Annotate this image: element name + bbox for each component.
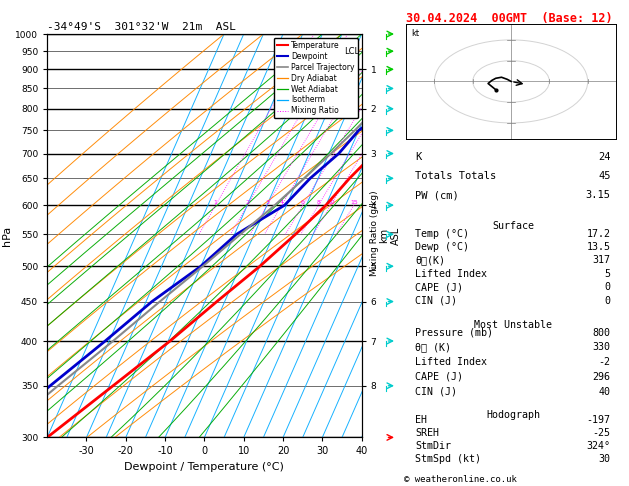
Text: 13.5: 13.5 [587, 242, 611, 252]
Text: SREH: SREH [415, 428, 439, 438]
Text: Temp (°C): Temp (°C) [415, 228, 469, 239]
Legend: Temperature, Dewpoint, Parcel Trajectory, Dry Adiabat, Wet Adiabat, Isotherm, Mi: Temperature, Dewpoint, Parcel Trajectory… [274, 38, 358, 119]
Text: Lifted Index: Lifted Index [415, 269, 487, 279]
Text: θᴄ (K): θᴄ (K) [415, 342, 451, 352]
Text: 2: 2 [245, 200, 250, 205]
Text: -2: -2 [599, 357, 611, 367]
Text: 10: 10 [327, 200, 335, 205]
Text: 0: 0 [604, 282, 611, 292]
Text: Lifted Index: Lifted Index [415, 357, 487, 367]
Text: kt: kt [411, 30, 420, 38]
Text: StmSpd (kt): StmSpd (kt) [415, 454, 481, 464]
Text: CIN (J): CIN (J) [415, 295, 457, 306]
Text: 8: 8 [316, 200, 320, 205]
Text: 30.04.2024  00GMT  (Base: 12): 30.04.2024 00GMT (Base: 12) [406, 12, 612, 25]
Text: Totals Totals: Totals Totals [415, 171, 496, 181]
X-axis label: Dewpoint / Temperature (°C): Dewpoint / Temperature (°C) [125, 462, 284, 472]
Text: EH: EH [415, 415, 427, 425]
Y-axis label: hPa: hPa [3, 226, 13, 246]
Text: 3.15: 3.15 [586, 190, 611, 200]
Text: Most Unstable: Most Unstable [474, 320, 552, 330]
Text: 17.2: 17.2 [587, 228, 611, 239]
Text: 24: 24 [598, 152, 611, 161]
Text: 4: 4 [280, 200, 284, 205]
Text: 30: 30 [599, 454, 611, 464]
Text: Dewp (°C): Dewp (°C) [415, 242, 469, 252]
Text: -34°49'S  301°32'W  21m  ASL: -34°49'S 301°32'W 21m ASL [47, 22, 236, 32]
Text: K: K [415, 152, 421, 161]
Text: Mixing Ratio (g/kg): Mixing Ratio (g/kg) [370, 191, 379, 276]
Text: Hodograph: Hodograph [486, 410, 540, 420]
Text: CIN (J): CIN (J) [415, 387, 457, 397]
Text: 296: 296 [593, 372, 611, 382]
Text: 0: 0 [604, 295, 611, 306]
Text: 330: 330 [593, 342, 611, 352]
Text: 40: 40 [599, 387, 611, 397]
Text: 6: 6 [301, 200, 304, 205]
Text: LCL: LCL [345, 47, 360, 56]
Text: 324°: 324° [587, 441, 611, 451]
Text: 5: 5 [604, 269, 611, 279]
Text: Pressure (mb): Pressure (mb) [415, 328, 493, 337]
Text: 800: 800 [593, 328, 611, 337]
Text: -25: -25 [593, 428, 611, 438]
Text: θᴀ(K): θᴀ(K) [415, 256, 445, 265]
Text: CAPE (J): CAPE (J) [415, 282, 464, 292]
Text: PW (cm): PW (cm) [415, 190, 459, 200]
Text: Surface: Surface [492, 221, 534, 231]
Text: -197: -197 [587, 415, 611, 425]
Text: 3: 3 [265, 200, 269, 205]
Text: © weatheronline.co.uk: © weatheronline.co.uk [404, 474, 517, 484]
Text: 15: 15 [350, 200, 358, 205]
Text: 317: 317 [593, 256, 611, 265]
Text: 1: 1 [214, 200, 218, 205]
Text: StmDir: StmDir [415, 441, 451, 451]
Text: CAPE (J): CAPE (J) [415, 372, 464, 382]
Y-axis label: km
ASL: km ASL [379, 226, 401, 245]
Text: 45: 45 [598, 171, 611, 181]
